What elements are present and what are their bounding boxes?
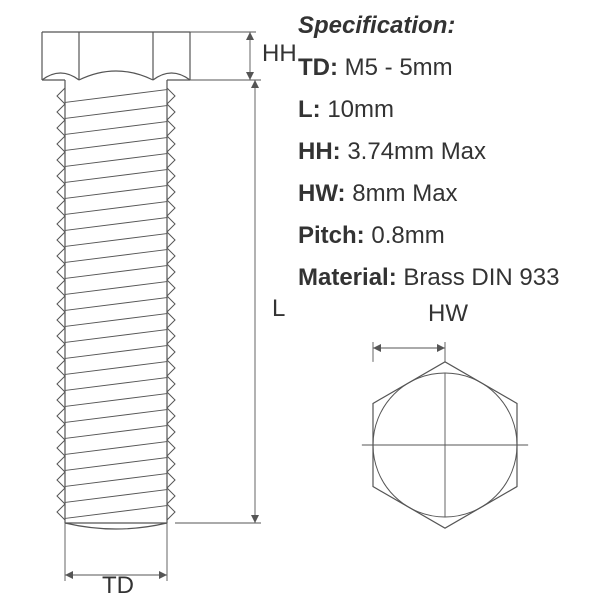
technical-drawing	[0, 0, 600, 600]
